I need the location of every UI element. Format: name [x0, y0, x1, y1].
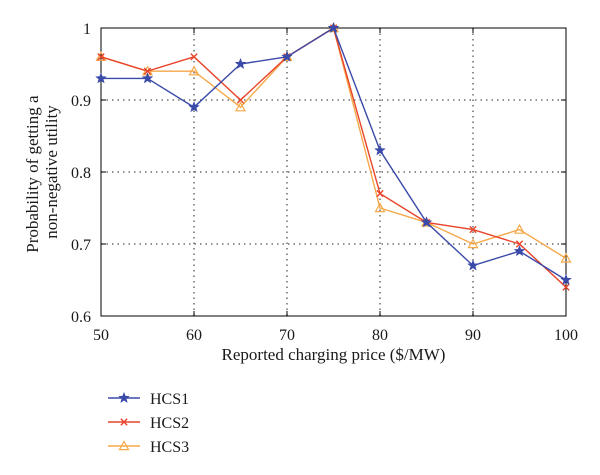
- legend: HCS1 HCS2 HCS3: [108, 391, 189, 456]
- series-line: [100, 26, 567, 288]
- x-tick-label: 50: [93, 327, 109, 344]
- data-point: [327, 21, 340, 34]
- data-point: [513, 244, 526, 257]
- series-line: [100, 26, 567, 259]
- x-tick-label: 60: [186, 327, 202, 344]
- data-point: [188, 65, 200, 76]
- data-point: [374, 144, 386, 156]
- series-hcs1: [95, 21, 572, 286]
- data-point: [420, 216, 433, 228]
- data-point: [95, 51, 107, 61]
- data-point: [236, 96, 245, 104]
- data-point: [374, 202, 386, 213]
- data-point: [513, 223, 526, 234]
- data-point: [141, 72, 154, 84]
- data-point: [143, 67, 152, 75]
- x-tick-label: 90: [465, 327, 481, 344]
- x-axis-label: Reported charging price ($/MW): [222, 345, 446, 364]
- data-point: [190, 53, 198, 61]
- data-point: [376, 189, 384, 198]
- y-tick-label: 0.7: [71, 237, 91, 254]
- y-tick-label: 0.9: [71, 93, 91, 110]
- legend-item-hcs1: HCS1: [108, 391, 189, 408]
- y-tick-label: 0.6: [71, 309, 91, 326]
- data-point: [560, 252, 572, 263]
- series-line: [101, 26, 567, 281]
- data-point: [234, 57, 247, 70]
- data-point: [97, 53, 105, 61]
- legend-item-hcs3: HCS3: [108, 439, 189, 456]
- x-tick-label: 100: [554, 327, 578, 344]
- series-layer: [95, 21, 572, 291]
- legend-marker: [118, 391, 130, 404]
- data-point: [560, 273, 572, 286]
- legend-item-hcs2: HCS2: [108, 415, 189, 432]
- series-hcs2: [97, 24, 570, 291]
- y-axis-label: Probability of getting a non-negative ut…: [23, 91, 61, 252]
- data-point: [562, 283, 570, 291]
- y-tick-label: 0.8: [71, 165, 91, 182]
- legend-label: HCS1: [150, 391, 189, 408]
- data-point: [281, 50, 293, 62]
- data-point: [234, 101, 247, 112]
- series-hcs3: [95, 22, 572, 263]
- y-tick-label: 1: [83, 21, 91, 38]
- data-point: [515, 240, 524, 248]
- legend-label: HCS3: [150, 439, 189, 456]
- data-point: [467, 238, 479, 249]
- y-axis-label-line-2: non-negative utility: [42, 105, 61, 239]
- grid-lines: [101, 28, 566, 316]
- legend-marker: [120, 418, 128, 426]
- y-axis-label-line-1: Probability of getting a: [23, 95, 42, 253]
- legend-marker: [118, 440, 130, 451]
- data-point: [467, 259, 479, 271]
- data-point: [95, 72, 107, 84]
- data-point: [469, 225, 477, 234]
- axis-ticks: 50 60 70 80 90 100 0.6 0.7 0.8 0.9 1: [71, 21, 578, 344]
- data-point: [188, 100, 200, 113]
- x-tick-label: 80: [372, 327, 388, 344]
- x-tick-label: 70: [279, 327, 295, 344]
- legend-label: HCS2: [150, 415, 189, 432]
